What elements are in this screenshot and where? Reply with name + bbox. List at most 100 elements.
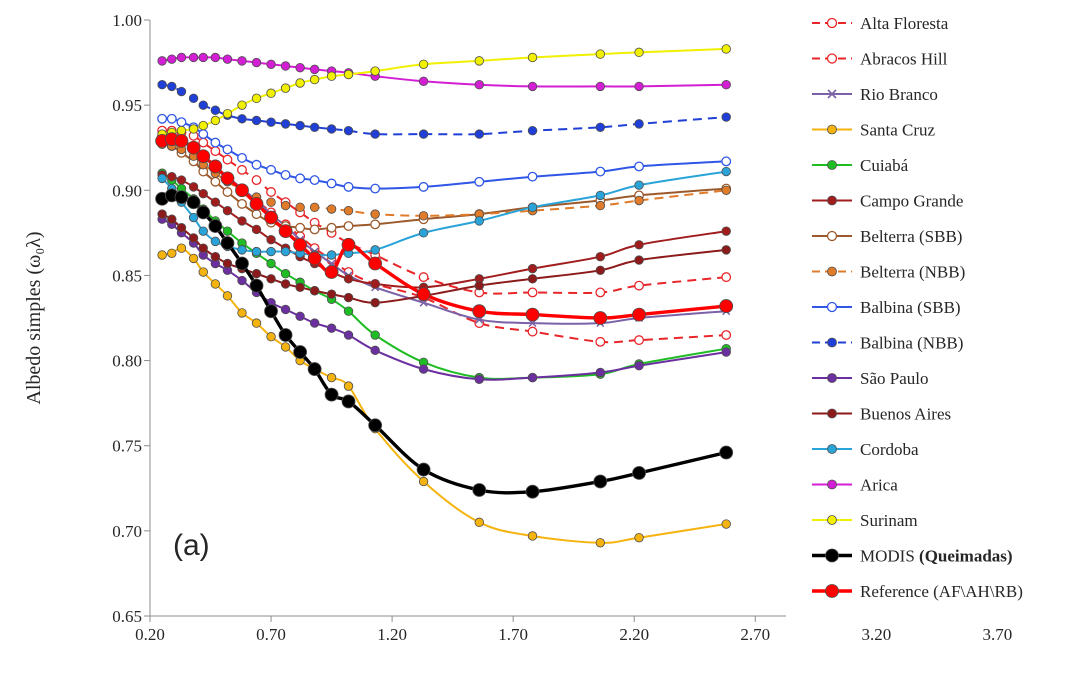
series-line	[162, 129, 727, 295]
legend-item-arica: Arica	[812, 476, 898, 495]
data-point	[326, 250, 337, 260]
data-point	[188, 233, 199, 243]
y-axis-title: Albedo simples (ω₀λ)	[23, 231, 45, 404]
data-point	[418, 76, 429, 87]
series-line	[161, 134, 727, 344]
legend-label-bold: (Queimadas)	[919, 547, 1013, 566]
y-tick-label: 0.90	[112, 181, 142, 200]
data-point	[280, 83, 291, 93]
data-point	[198, 267, 208, 277]
legend-marker	[826, 301, 838, 313]
legend-item-buenos-aires: Buenos Aires	[812, 405, 951, 424]
data-point	[210, 176, 221, 187]
data-point	[157, 113, 168, 124]
data-point	[157, 173, 167, 184]
panel-label: (a)	[173, 529, 210, 562]
data-point	[264, 210, 278, 225]
data-point	[326, 323, 337, 333]
data-point	[167, 171, 177, 182]
data-point	[249, 197, 264, 211]
data-point	[220, 171, 235, 186]
series-reference-af-ah-rb	[155, 132, 734, 325]
data-point	[176, 223, 187, 233]
legend: Alta Floresta Abracos Hill Rio Branco Santa…	[812, 14, 1023, 601]
data-point	[210, 52, 221, 63]
data-point	[167, 81, 177, 92]
data-point	[634, 195, 644, 206]
data-point	[632, 466, 646, 480]
data-point	[176, 117, 187, 128]
x-tick-label: 2.20	[619, 625, 649, 644]
data-point	[343, 330, 354, 340]
data-point	[293, 237, 308, 252]
legend-marker	[826, 17, 838, 29]
y-tick-label: 0.80	[112, 352, 142, 371]
data-point	[280, 304, 291, 315]
data-point	[595, 200, 606, 211]
data-point	[634, 335, 645, 346]
series-modis-queimadas	[155, 188, 734, 499]
series-buenos-aires	[157, 209, 731, 308]
data-point	[295, 311, 305, 321]
data-point	[210, 236, 221, 247]
data-point	[721, 80, 731, 90]
data-point	[326, 178, 337, 189]
y-tick-label: 0.75	[112, 437, 142, 456]
x-tick-label: 0.70	[256, 625, 286, 644]
data-point	[527, 52, 538, 63]
data-point	[634, 180, 644, 190]
data-point	[196, 149, 211, 164]
data-point	[188, 182, 199, 192]
data-point	[266, 246, 276, 257]
legend-label: Alta Floresta	[860, 14, 949, 33]
data-point	[166, 113, 177, 124]
data-point	[235, 256, 249, 271]
data-point	[527, 125, 538, 136]
data-point	[251, 269, 262, 279]
data-point	[222, 291, 233, 301]
legend-item-surinam: Surinam	[812, 511, 918, 530]
data-point	[222, 258, 233, 269]
data-point	[309, 175, 320, 186]
data-point	[208, 219, 223, 233]
data-point	[176, 52, 187, 63]
data-point	[595, 287, 606, 298]
data-point	[368, 418, 383, 433]
data-point	[341, 394, 356, 409]
data-point	[174, 190, 189, 204]
legend-item-campo-grande: Campo Grande	[812, 192, 963, 211]
data-point	[595, 367, 606, 378]
legend-label: Balbina (SBB)	[860, 298, 961, 317]
data-point	[280, 61, 291, 71]
data-point	[527, 202, 538, 213]
legend-marker	[827, 408, 837, 419]
data-point	[222, 187, 233, 197]
data-point	[595, 336, 606, 347]
data-point	[251, 209, 262, 220]
y-tick-label: 0.85	[112, 266, 142, 285]
data-point	[210, 105, 221, 115]
data-point	[295, 222, 306, 233]
plot-axes	[149, 20, 786, 617]
data-point	[237, 100, 247, 110]
data-point	[527, 81, 538, 92]
data-point	[370, 297, 380, 308]
data-point	[266, 274, 276, 284]
data-point	[721, 245, 731, 255]
legend-marker	[827, 89, 837, 99]
data-point	[721, 519, 731, 529]
data-point	[222, 144, 233, 155]
legend-label-plain: MODIS	[860, 547, 919, 566]
y-tick-label: 0.65	[112, 607, 142, 626]
legend-marker	[827, 266, 837, 277]
data-point	[266, 258, 276, 269]
y-tick-labels: 0.65 0.70 0.75 0.80 0.85 0.90 0.95 1.00	[112, 11, 150, 626]
data-point	[418, 476, 429, 487]
data-point	[721, 185, 731, 195]
data-point	[198, 120, 208, 131]
data-point	[474, 517, 484, 528]
legend-label: Belterra (NBB)	[860, 263, 965, 282]
y-tick-label: 0.95	[112, 96, 142, 115]
legend-marker	[826, 230, 838, 242]
data-point	[474, 216, 484, 226]
